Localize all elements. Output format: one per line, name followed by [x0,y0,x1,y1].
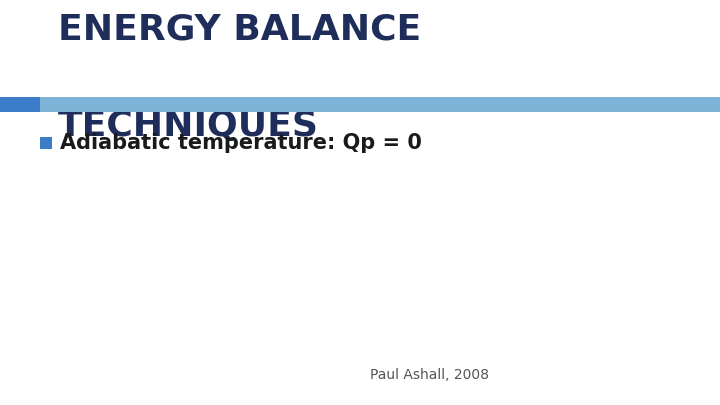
Bar [0,97,40,112]
Bar [40,97,720,112]
Text: ENERGY BALANCE: ENERGY BALANCE [58,12,421,46]
Text: TECHNIQUES: TECHNIQUES [58,109,319,143]
Bar [40,137,52,149]
Text: Paul Ashall, 2008: Paul Ashall, 2008 [371,368,490,382]
Text: Adiabatic temperature: Qp = 0: Adiabatic temperature: Qp = 0 [60,133,422,153]
